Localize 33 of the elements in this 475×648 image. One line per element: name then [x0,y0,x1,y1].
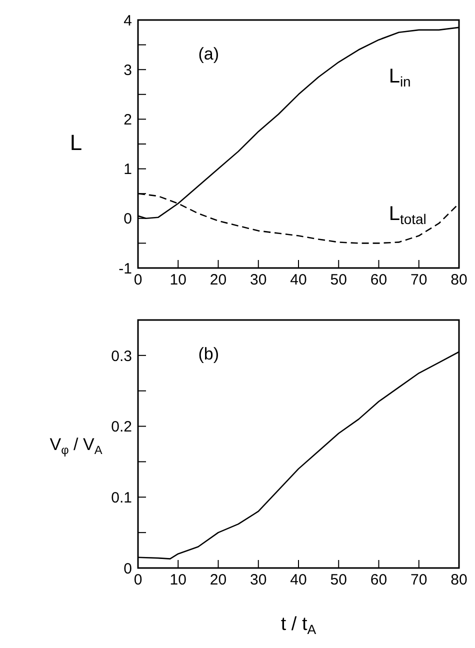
y-tick-label: 0.1 [111,489,132,506]
y-tick-label: 1 [124,161,132,178]
x-tick-label: 20 [210,272,227,289]
y-tick-label: -1 [118,260,132,278]
x-tick-label: 30 [250,572,267,589]
x-tick-label: 40 [290,272,307,289]
x-tick-label: 50 [330,272,347,289]
y-axis-title: V$_{φ}$ / V$_{A}$ [50,435,102,457]
series-label: L$_{in}$ [388,65,411,90]
y-tick-label: 3 [124,62,132,79]
x-tick-label: 40 [290,572,307,589]
y-tick-label: 4 [124,12,132,30]
x-tick-label: 30 [250,272,267,289]
y-tick-label: 2 [124,112,132,129]
x-tick-label: 50 [330,572,347,589]
y-axis-title: L [70,130,82,155]
x-tick-label: 70 [410,272,428,289]
x-axis-title: t / t$_{A}$ [280,614,316,637]
x-tick-label: 10 [170,272,186,289]
annotation: (b) [198,344,220,364]
x-tick-label: 70 [410,572,428,589]
series-label: L$_{total}$ [388,203,426,228]
y-tick-label: 0.2 [111,418,132,436]
x-tick-label: 80 [450,572,468,589]
x-tick-label: 10 [170,572,186,589]
y-tick-label: 0.3 [111,348,132,365]
y-tick-label: 0 [124,210,132,228]
x-tick-label: 80 [450,272,468,289]
x-tick-label: 20 [210,572,227,589]
annotation: (a) [198,44,220,64]
x-tick-label: 60 [370,272,388,289]
x-tick-label: 60 [370,572,388,589]
y-tick-label: 0 [124,560,132,578]
